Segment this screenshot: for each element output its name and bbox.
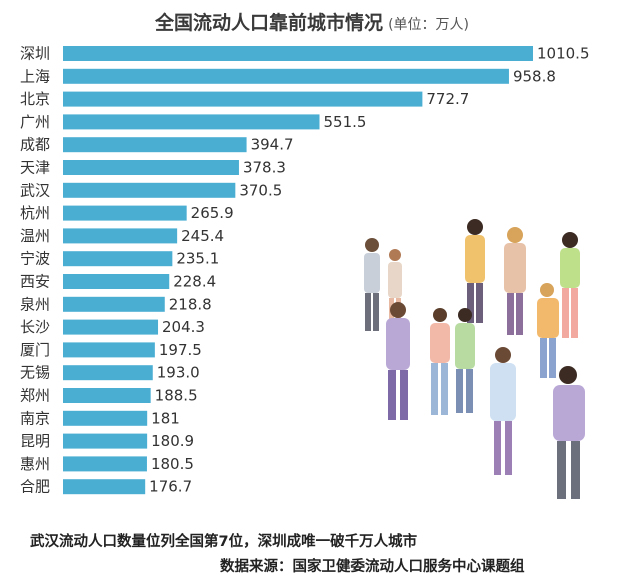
category-label: 上海	[20, 67, 50, 85]
person-figure	[504, 227, 526, 335]
category-label: 无锡	[20, 364, 50, 382]
person-figure	[560, 232, 580, 338]
value-label: 958.8	[513, 67, 556, 85]
category-label: 深圳	[20, 45, 50, 63]
bar-chart: 深圳 1010.5 上海 958.8 北京 772.7 广州 551.5 成都 394.7 天津 37…	[20, 45, 590, 496]
category-label: 郑州	[20, 387, 50, 405]
bar	[63, 388, 151, 403]
category-label: 武汉	[20, 181, 50, 199]
value-label: 394.7	[251, 136, 294, 154]
category-label: 天津	[20, 159, 50, 177]
value-label: 204.3	[162, 318, 205, 336]
bar	[63, 296, 165, 312]
category-label: 南京	[20, 409, 50, 427]
value-label: 772.7	[426, 90, 469, 108]
person-figure	[537, 283, 559, 378]
bar	[63, 182, 236, 198]
bar	[63, 114, 320, 130]
category-label: 北京	[20, 90, 50, 108]
value-label: 180.9	[151, 432, 194, 450]
value-label: 370.5	[239, 181, 282, 199]
category-label: 厦门	[20, 341, 50, 359]
bar	[63, 433, 148, 449]
bar	[63, 319, 159, 335]
value-label: 235.1	[176, 250, 219, 268]
source-note: 数据来源：国家卫健委流动人口服务中心课题组	[220, 559, 525, 575]
value-label: 265.9	[191, 204, 234, 222]
value-label: 180.5	[151, 455, 194, 473]
title-text: 全国流动人口靠前城市情况	[154, 12, 383, 34]
person-figure	[553, 366, 585, 499]
value-label: 197.5	[159, 341, 202, 359]
bar	[63, 228, 178, 244]
bar	[63, 479, 146, 495]
category-label: 西安	[20, 273, 50, 291]
bar	[63, 342, 155, 358]
value-label: 245.4	[181, 227, 224, 245]
bar	[63, 205, 187, 221]
category-label: 广州	[20, 113, 50, 131]
bar	[63, 46, 533, 61]
person-figure	[465, 219, 485, 323]
category-label: 泉州	[20, 295, 50, 313]
category-label: 杭州	[20, 204, 50, 222]
category-label: 惠州	[20, 455, 50, 473]
bar	[63, 365, 153, 381]
caption: 武汉流动人口数量位列全国第7位，深圳成唯一破千万人城市	[30, 534, 418, 550]
unit-text: (单位：万人)	[388, 17, 470, 33]
bar	[63, 274, 170, 289]
bar	[63, 251, 173, 267]
person-figure	[430, 308, 450, 415]
bar	[63, 160, 239, 175]
bar	[63, 91, 423, 107]
value-label: 188.5	[155, 387, 198, 405]
bar	[63, 410, 148, 426]
value-label: 378.3	[243, 159, 286, 177]
value-label: 181	[151, 409, 180, 427]
category-label: 昆明	[20, 432, 50, 450]
value-label: 176.7	[149, 478, 192, 496]
value-label: 193.0	[157, 364, 200, 382]
bar	[63, 456, 147, 472]
bar	[63, 137, 247, 153]
bar	[63, 68, 509, 84]
category-label: 成都	[20, 136, 50, 154]
person-figure	[364, 238, 380, 331]
value-label: 218.8	[169, 295, 212, 313]
chart-title: 全国流动人口靠前城市情况 (单位：万人)	[0, 8, 624, 35]
category-label: 温州	[20, 227, 50, 245]
value-label: 228.4	[173, 273, 216, 291]
value-label: 1010.5	[537, 45, 590, 63]
people-illustration	[364, 219, 585, 499]
category-label: 宁波	[20, 250, 50, 268]
person-figure	[455, 308, 475, 413]
person-figure	[490, 347, 516, 475]
category-label: 合肥	[20, 478, 50, 496]
person-figure	[386, 302, 410, 420]
category-label: 长沙	[20, 318, 50, 336]
value-label: 551.5	[324, 113, 367, 131]
